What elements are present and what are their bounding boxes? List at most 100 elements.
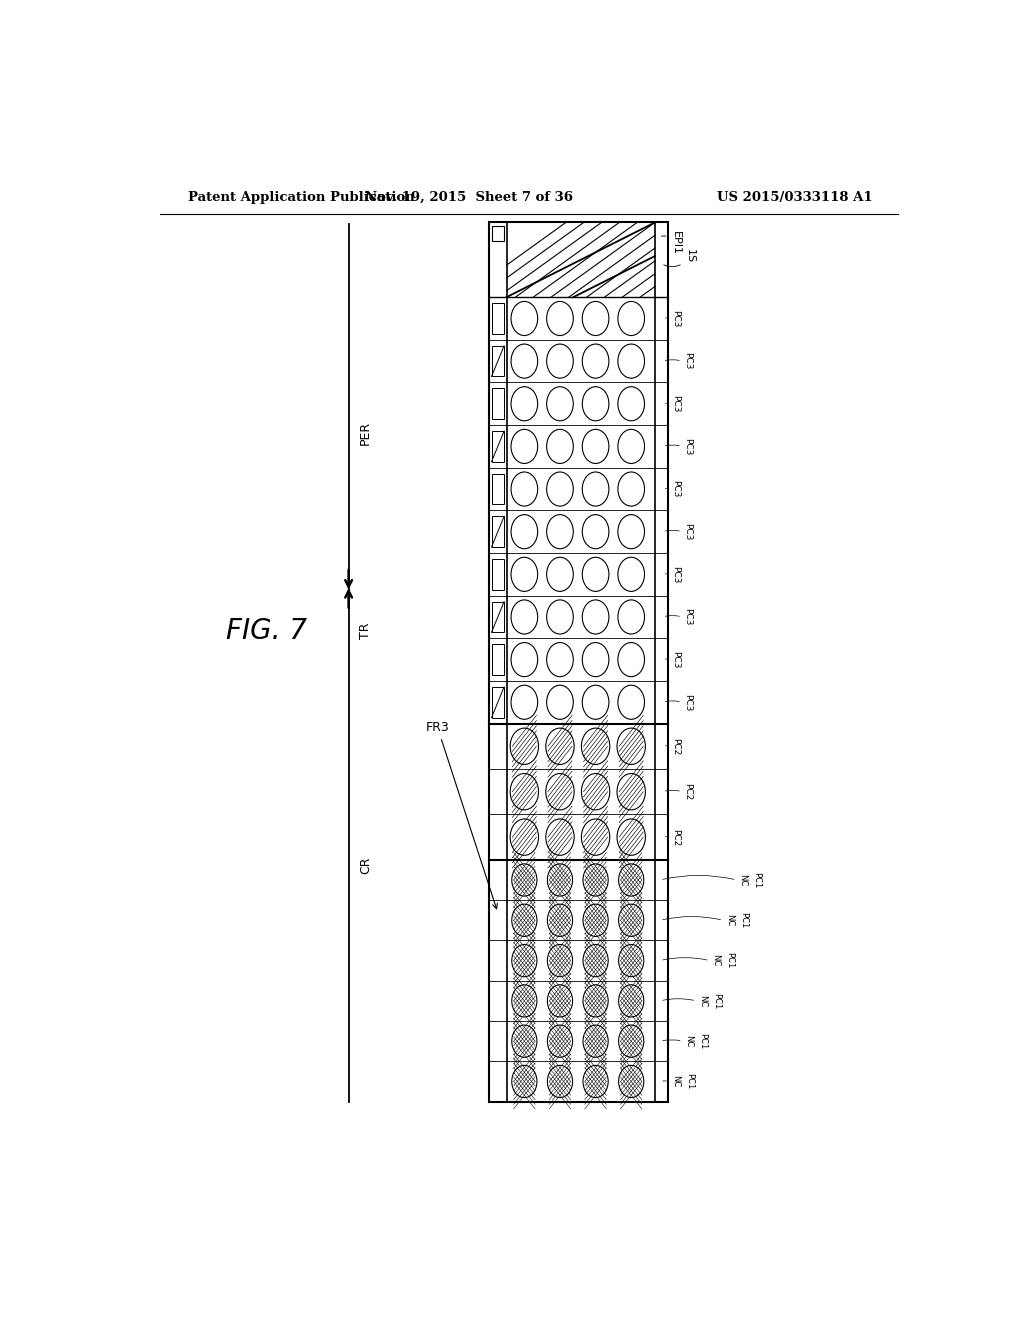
Text: PC2: PC2 [671,829,680,846]
Circle shape [617,345,644,379]
Bar [492,304,504,334]
Text: PC3: PC3 [684,693,692,711]
Circle shape [583,685,609,719]
Circle shape [582,729,609,764]
Circle shape [617,515,644,549]
Text: PC1: PC1 [712,993,721,1008]
Circle shape [548,1026,572,1057]
Text: PC3: PC3 [684,438,692,455]
Circle shape [583,863,608,896]
Circle shape [511,429,538,463]
Circle shape [582,818,609,855]
Text: Patent Application Publication: Patent Application Publication [187,190,415,203]
Circle shape [511,557,538,591]
Circle shape [617,557,644,591]
Circle shape [583,557,609,591]
Circle shape [617,643,644,677]
Circle shape [617,685,644,719]
Circle shape [512,904,537,936]
Text: PC3: PC3 [671,651,680,668]
Circle shape [510,818,539,855]
Circle shape [547,473,573,506]
Text: PC1: PC1 [753,873,762,888]
Circle shape [547,387,573,421]
Text: NC: NC [738,874,748,886]
Circle shape [583,387,609,421]
Text: PER: PER [359,421,372,445]
Text: PC3: PC3 [684,352,692,370]
Circle shape [547,515,573,549]
Text: PC1: PC1 [726,953,734,969]
Circle shape [547,685,573,719]
Circle shape [617,729,645,764]
Circle shape [583,473,609,506]
Circle shape [512,1065,537,1098]
Text: PC1: PC1 [698,1034,708,1049]
Text: PC3: PC3 [671,566,680,583]
Circle shape [617,429,644,463]
Circle shape [547,429,573,463]
Circle shape [546,818,574,855]
Text: US 2015/0333118 A1: US 2015/0333118 A1 [717,190,872,203]
Circle shape [547,345,573,379]
Bar [492,474,504,504]
Bar [507,223,655,297]
Bar [492,516,504,546]
Circle shape [617,774,645,810]
Bar [492,644,504,675]
Circle shape [511,301,538,335]
Circle shape [546,774,574,810]
Circle shape [546,729,574,764]
Circle shape [547,557,573,591]
Circle shape [583,301,609,335]
Bar [492,388,504,420]
Circle shape [582,774,609,810]
Circle shape [511,685,538,719]
Circle shape [583,345,609,379]
Circle shape [510,774,539,810]
Bar [492,602,504,632]
Circle shape [511,599,538,634]
Circle shape [510,729,539,764]
Circle shape [583,643,609,677]
Bar [492,226,504,242]
Text: NC: NC [684,1035,693,1047]
Bar [492,558,504,590]
Circle shape [583,429,609,463]
Text: PC1: PC1 [685,1073,694,1089]
Text: Nov. 19, 2015  Sheet 7 of 36: Nov. 19, 2015 Sheet 7 of 36 [366,190,573,203]
Circle shape [583,985,608,1016]
Text: EPI1: EPI1 [671,231,681,255]
Circle shape [548,863,572,896]
Circle shape [548,985,572,1016]
Circle shape [583,904,608,936]
Circle shape [618,863,644,896]
Circle shape [618,985,644,1016]
Circle shape [618,1026,644,1057]
Text: CR: CR [359,857,372,874]
Bar [489,223,668,1102]
Circle shape [618,1065,644,1098]
Circle shape [548,1065,572,1098]
Circle shape [617,473,644,506]
Circle shape [511,643,538,677]
Circle shape [583,945,608,977]
Text: PC1: PC1 [739,912,749,928]
Circle shape [617,599,644,634]
Circle shape [512,1026,537,1057]
Bar [492,686,504,718]
Text: PC3: PC3 [671,395,680,412]
Circle shape [511,473,538,506]
Text: NC: NC [671,1076,680,1088]
Circle shape [618,945,644,977]
Circle shape [547,301,573,335]
Text: NC: NC [712,954,720,966]
Circle shape [617,301,644,335]
Circle shape [583,599,609,634]
Circle shape [618,904,644,936]
Text: FR3: FR3 [426,721,498,908]
Bar [492,346,504,376]
Circle shape [583,1065,608,1098]
Circle shape [512,985,537,1016]
Circle shape [548,945,572,977]
